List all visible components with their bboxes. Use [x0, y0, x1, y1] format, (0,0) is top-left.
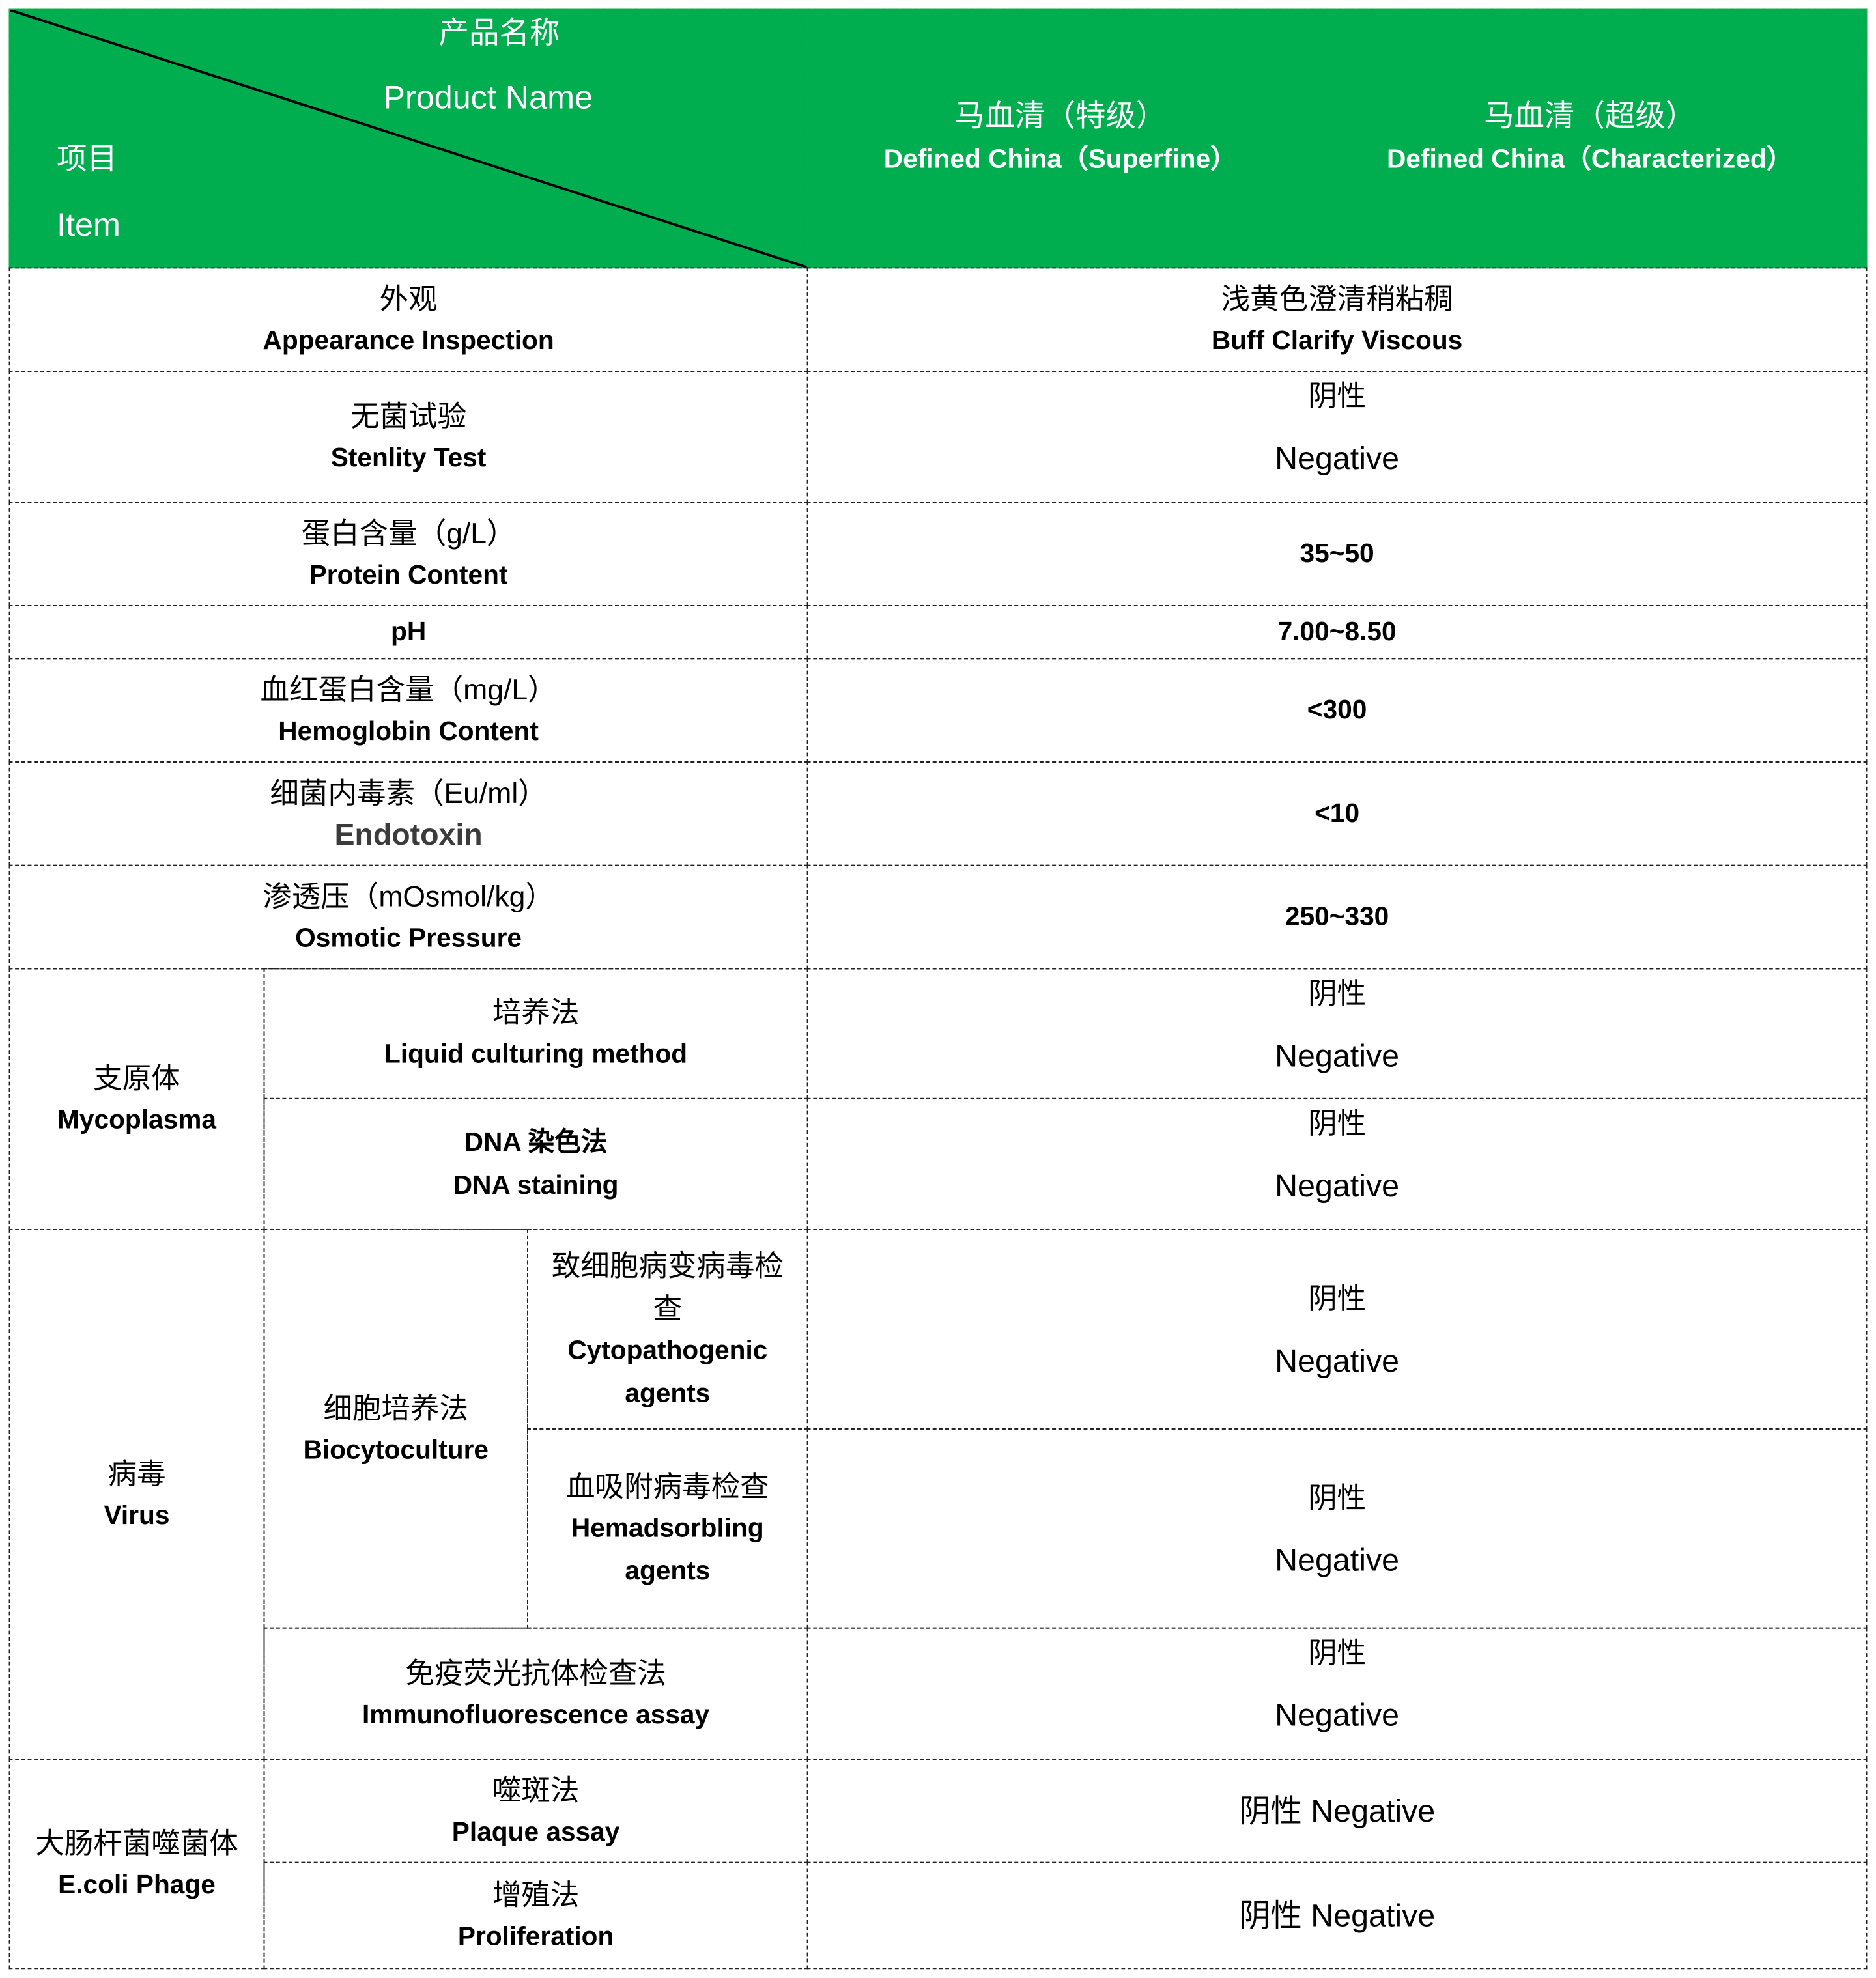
method-label: 噬斑法 Plaque assay — [263, 1759, 808, 1863]
label-cn: 免疫荧光抗体检查法 — [405, 1656, 666, 1689]
col2-cn: 马血清（超级） — [1484, 99, 1696, 134]
row-value: 阴性 Negative — [806, 1229, 1868, 1430]
value-en: Negative — [1275, 1343, 1400, 1379]
method-label: DNA 染色法 DNA staining — [263, 1097, 808, 1231]
value-en: Negative — [1275, 441, 1400, 477]
row-value: 浅黄色澄清稍粘稠 Buff Clarify Viscous — [806, 267, 1868, 372]
label-cn: 细菌内毒素（Eu/ml） — [270, 776, 547, 809]
label-cn: 血红蛋白含量（mg/L） — [260, 672, 557, 705]
label-en: Virus — [104, 1501, 170, 1530]
row-value: 250~330 — [806, 864, 1868, 970]
header-col-characterized: 马血清（超级） Defined China（Characterized） — [1312, 8, 1868, 269]
row-value: 阴性 Negative — [806, 968, 1868, 1099]
value-cn: 浅黄色澄清稍粘稠 — [1221, 281, 1453, 315]
label-cn: 致细胞病变病毒检查 — [551, 1249, 784, 1325]
sub-method-label: 致细胞病变病毒检查 Cytopathogenic agents — [527, 1229, 808, 1430]
virus-label: 病毒 Virus — [8, 1229, 265, 1760]
label-cn: 支原体 — [93, 1061, 180, 1095]
row-value: 阴性 Negative — [806, 1428, 1868, 1629]
row-value: 阴性 Negative — [806, 371, 1868, 503]
label-cn: DNA 染色法 — [464, 1127, 608, 1157]
value-cn: 阴性 — [1308, 1281, 1367, 1314]
label-en: Biocytoculture — [303, 1435, 489, 1465]
label-en: DNA staining — [453, 1170, 619, 1200]
mycoplasma-label: 支原体 Mycoplasma — [8, 968, 265, 1231]
row-label: 渗透压（mOsmol/kg） Osmotic Pressure — [8, 864, 808, 970]
header-corner-cell: 产品名称 Product Name 项目 Item — [8, 8, 808, 269]
method-label: 培养法 Liquid culturing method — [263, 968, 808, 1099]
label-en: Proliferation — [457, 1921, 614, 1951]
col1-cn: 马血清（特级） — [954, 99, 1167, 134]
label-en: Cytopathogenic agents — [567, 1335, 768, 1407]
value-en: Negative — [1275, 1038, 1400, 1075]
label-en: Mycoplasma — [57, 1105, 216, 1135]
label-cn: 细胞培养法 — [323, 1391, 469, 1424]
label-en: Endotoxin — [334, 817, 483, 852]
label-cn: 外观 — [379, 281, 438, 315]
diagonal-divider — [10, 10, 808, 269]
value-en: Negative — [1275, 1168, 1400, 1204]
value-cn: 阴性 — [1308, 1480, 1367, 1514]
row-value: <10 — [806, 761, 1868, 866]
label-cn: 增殖法 — [492, 1877, 580, 1911]
header-col-superfine: 马血清（特级） Defined China（Superfine） — [806, 8, 1314, 269]
product-name-cn: 产品名称 — [438, 16, 560, 51]
method-label: 增殖法 Proliferation — [263, 1861, 808, 1970]
label-cn: 无菌试验 — [350, 399, 467, 432]
label-cn: 渗透压（mOsmol/kg） — [263, 879, 554, 912]
label-cn: 血吸附病毒检查 — [566, 1469, 769, 1503]
value-cn: 阴性 — [1308, 379, 1367, 412]
row-value: 阴性 Negative — [806, 1861, 1868, 1970]
label-en: Protein Content — [309, 560, 508, 589]
value-cn: 阴性 — [1308, 977, 1367, 1010]
value-cn: 阴性 — [1308, 1636, 1367, 1669]
row-label: 外观 Appearance Inspection — [8, 267, 808, 372]
label-en: Plaque assay — [451, 1817, 620, 1846]
row-value: 7.00~8.50 — [806, 605, 1868, 660]
row-value: 35~50 — [806, 502, 1868, 606]
label-cn: 大肠杆菌噬菌体 — [35, 1826, 238, 1859]
label-en: Osmotic Pressure — [295, 923, 522, 953]
value-en: Buff Clarify Viscous — [1211, 326, 1463, 355]
label-cn: 培养法 — [492, 996, 580, 1029]
row-value: <300 — [806, 658, 1868, 763]
label-en: Immunofluorescence assay — [362, 1700, 710, 1729]
value-en: Negative — [1275, 1542, 1400, 1578]
col1-en: Defined China（Superfine） — [883, 145, 1237, 175]
biocytoculture-label: 细胞培养法 Biocytoculture — [263, 1229, 528, 1629]
row-label: 血红蛋白含量（mg/L） Hemoglobin Content — [8, 658, 808, 763]
row-value: 阴性 Negative — [806, 1627, 1868, 1760]
value-cn: 阴性 — [1308, 1107, 1367, 1140]
label-en: Appearance Inspection — [263, 326, 554, 355]
item-en: Item — [57, 205, 121, 244]
row-label: 无菌试验 Stenlity Test — [8, 371, 808, 503]
row-label: pH — [8, 605, 808, 660]
phage-label: 大肠杆菌噬菌体 E.coli Phage — [8, 1759, 265, 1970]
label-en: Hemadsorbling agents — [571, 1513, 764, 1585]
item-cn: 项目 — [57, 142, 118, 177]
sub-method-label: 血吸附病毒检查 Hemadsorbling agents — [527, 1428, 808, 1629]
col2-en: Defined China（Characterized） — [1386, 145, 1793, 175]
row-value: 阴性 Negative — [806, 1759, 1868, 1863]
label-en: Liquid culturing method — [384, 1039, 688, 1069]
label-cn: 病毒 — [107, 1456, 166, 1490]
row-label: 蛋白含量（g/L） Protein Content — [8, 502, 808, 606]
label-en: Hemoglobin Content — [278, 716, 539, 746]
value-en: Negative — [1275, 1698, 1400, 1734]
row-label: 细菌内毒素（Eu/ml） Endotoxin — [8, 761, 808, 866]
row-value: 阴性 Negative — [806, 1097, 1868, 1231]
label-cn: 噬斑法 — [492, 1773, 580, 1806]
method-label: 免疫荧光抗体检查法 Immunofluorescence assay — [263, 1627, 808, 1760]
label-cn: 蛋白含量（g/L） — [301, 516, 516, 549]
product-name-en: Product Name — [383, 78, 593, 117]
label-en: Stenlity Test — [330, 443, 487, 472]
label-en: E.coli Phage — [58, 1870, 216, 1899]
